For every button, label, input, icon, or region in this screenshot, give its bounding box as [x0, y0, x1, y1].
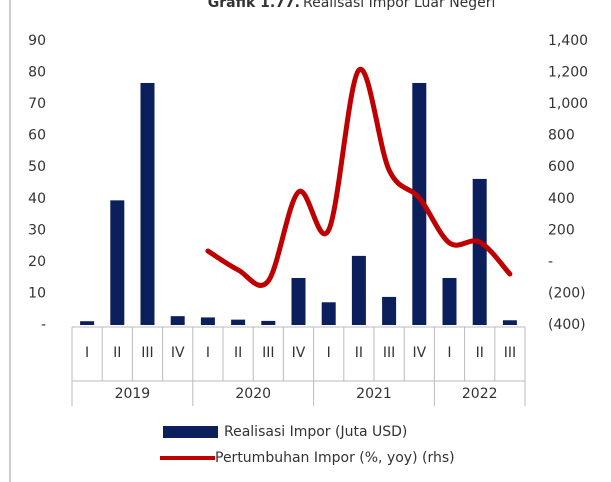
bar — [351, 255, 366, 325]
y2-tick-label: 600 — [548, 159, 575, 175]
y2-tick-label: (400) — [548, 317, 586, 333]
y2-tick-label: 400 — [548, 191, 575, 207]
bar — [442, 277, 457, 325]
chart-subtitle: Realisasi Impor Luar Negeri — [303, 0, 495, 11]
bar — [170, 316, 185, 325]
bar — [200, 317, 215, 325]
group-label: 2021 — [356, 386, 392, 402]
bar — [321, 302, 336, 325]
legend-label: Realisasi Impor (Juta USD) — [224, 424, 407, 440]
y2-tick-label: - — [548, 254, 553, 270]
line — [205, 66, 513, 288]
x-tick-label: I — [327, 345, 331, 361]
x-tick-label: II — [355, 345, 363, 361]
x-tick-label: I — [85, 345, 89, 361]
y-tick-label: 60 — [28, 128, 46, 144]
x-tick-label: III — [504, 345, 516, 361]
bar — [80, 321, 95, 325]
y-tick-label: 30 — [28, 222, 46, 238]
y2-tick-label: 1,000 — [548, 96, 588, 112]
x-tick-label: I — [447, 345, 451, 361]
y-tick-label: - — [41, 317, 46, 333]
y2-tick-label: 1,200 — [548, 65, 588, 81]
y-tick-label: 90 — [28, 33, 46, 49]
y-tick-label: 70 — [28, 96, 46, 112]
x-tick-label: III — [262, 345, 274, 361]
bar — [502, 320, 517, 325]
group-label: 2022 — [462, 386, 498, 402]
y-tick-label: 50 — [28, 159, 46, 175]
y2-tick-label: (200) — [548, 285, 586, 301]
bar — [140, 82, 155, 325]
y2-tick-label: 800 — [548, 128, 575, 144]
bar — [412, 82, 427, 325]
bar — [382, 296, 397, 325]
chart-title: Grafik 1.77. — [208, 0, 300, 11]
bar — [472, 178, 487, 325]
bar — [231, 319, 246, 325]
x-tick-label: IV — [292, 345, 306, 361]
x-tick-label: IV — [171, 345, 185, 361]
y-tick-label: 80 — [28, 65, 46, 81]
x-tick-label: IV — [412, 345, 426, 361]
y-tick-label: 20 — [28, 254, 46, 270]
legend-swatch — [163, 426, 218, 438]
x-tick-label: II — [476, 345, 484, 361]
group-label: 2019 — [115, 386, 151, 402]
bar — [261, 320, 276, 325]
x-tick-label: II — [113, 345, 121, 361]
y-tick-label: 40 — [28, 191, 46, 207]
x-tick-label: III — [383, 345, 395, 361]
legend-label: Pertumbuhan Impor (%, yoy) (rhs) — [215, 450, 455, 466]
group-label: 2020 — [235, 386, 271, 402]
x-tick-label: II — [234, 345, 242, 361]
x-tick-label: I — [206, 345, 210, 361]
bar — [110, 200, 125, 325]
y-tick-label: 10 — [28, 285, 46, 301]
bar — [291, 277, 306, 325]
y2-tick-label: 1,400 — [548, 33, 588, 49]
y2-tick-label: 200 — [548, 222, 575, 238]
x-tick-label: III — [141, 345, 153, 361]
